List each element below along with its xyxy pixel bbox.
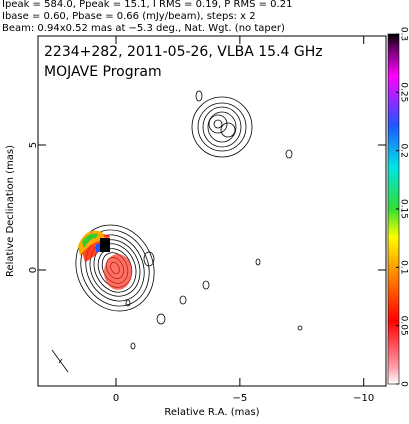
y-tick-label: 5 [28, 142, 39, 148]
x-axis-label: Relative R.A. (mas) [164, 407, 259, 418]
colorbar-tick-label: 0.2 [399, 144, 409, 158]
colorbar-tick-label: 0.25 [399, 82, 409, 102]
header-line: Ibase = 0.60, Pbase = 0.66 (mJy/beam), s… [2, 11, 256, 22]
plot-frame [37, 35, 387, 387]
colorbar-tick-label: 0.3 [399, 27, 409, 41]
x-tick-label: −5 [232, 393, 247, 404]
y-tick-label: 0 [28, 267, 39, 273]
colorbar-tick-label: 0.05 [399, 316, 409, 336]
colorbar-tick-label: 0.1 [399, 260, 409, 274]
colorbar-tick-label: 0 [399, 381, 409, 387]
chart-subtitle: MOJAVE Program [44, 64, 162, 80]
colorbar-tick-label: 0.15 [399, 199, 409, 219]
header-line: Ipeak = 584.0, Ppeak = 15.1, I RMS = 0.1… [2, 0, 292, 10]
x-tick-label: −10 [353, 393, 374, 404]
contours [51, 90, 303, 373]
chart-title: 2234+282, 2011-05-26, VLBA 15.4 GHz [44, 44, 323, 60]
header-line: Beam: 0.94x0.52 mas at −5.3 deg., Nat. W… [2, 23, 285, 34]
x-tick-label: 0 [113, 393, 119, 404]
y-axis-label: Relative Declination (mas) [5, 145, 16, 277]
